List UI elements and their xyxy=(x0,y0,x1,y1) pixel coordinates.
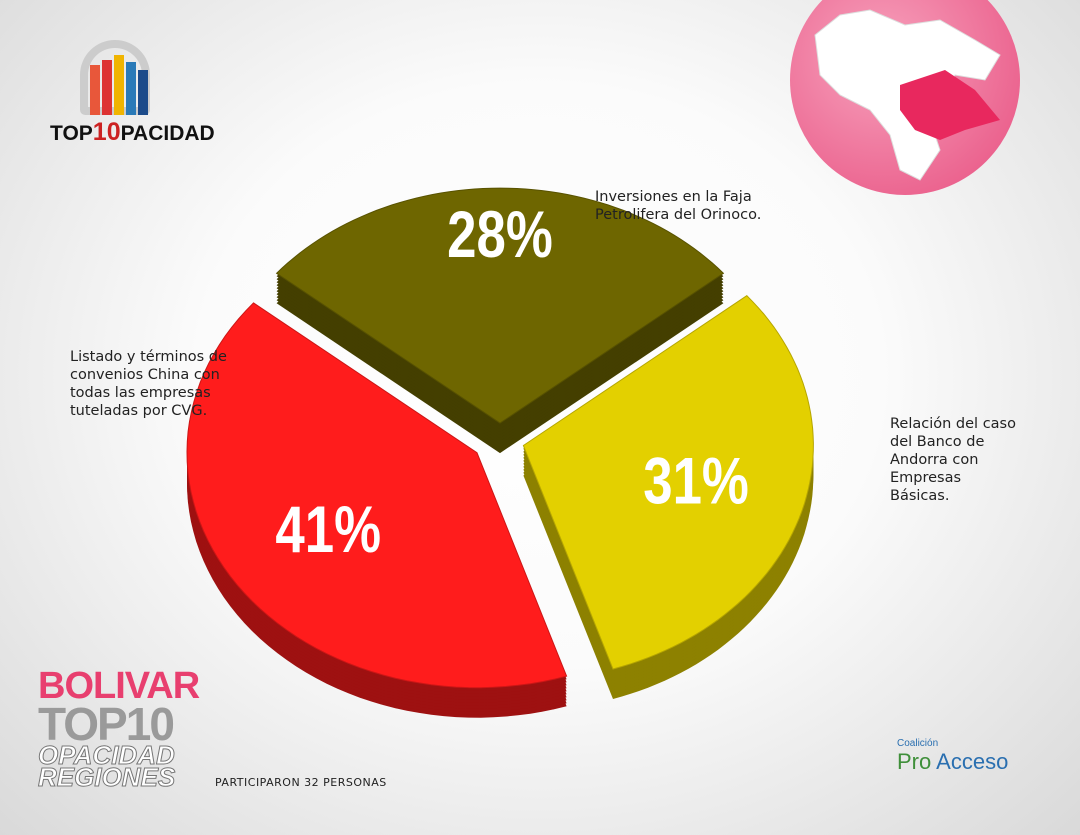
map-region xyxy=(900,70,1000,140)
region-top: TOP10 xyxy=(38,698,175,750)
logo-bar xyxy=(114,55,124,115)
region-name: BOLIVAR xyxy=(38,665,200,707)
region-logo: BOLIVAR TOP10 OPACIDAD REGIONES xyxy=(38,665,208,792)
slice xyxy=(275,187,725,424)
logo-text: PACIDAD xyxy=(120,122,215,145)
logo-bar xyxy=(102,60,112,115)
value-label: 41% xyxy=(275,492,381,566)
category-label: Listado y términos de convenios China co… xyxy=(70,349,227,419)
top-logo: TOP10PACIDAD xyxy=(50,40,215,146)
partner-name: Acceso xyxy=(936,749,1009,774)
value-label: 28% xyxy=(447,198,553,272)
logo-bar xyxy=(90,65,100,115)
region-line: OPACIDAD xyxy=(38,740,176,770)
footnote: PARTICIPARON 32 PERSONAS xyxy=(215,776,387,789)
slice xyxy=(522,295,814,670)
partner-name: Pro xyxy=(897,749,932,774)
logo-text: TOP xyxy=(50,122,93,145)
logo-bar xyxy=(126,62,136,115)
partner-small: Coalición xyxy=(897,738,939,749)
logo-bar xyxy=(138,70,148,115)
region-line: REGIONES xyxy=(38,762,176,792)
logo-text: 10 xyxy=(92,118,121,146)
pie: 41% 28% 31% xyxy=(186,187,814,718)
category-label: Relación del caso del Banco de Andorra c… xyxy=(890,416,1016,504)
value-label: 31% xyxy=(643,444,749,518)
slice xyxy=(186,302,568,689)
partner-logo: Coalición Pro Acceso xyxy=(897,738,1017,775)
category-label: Inversiones en la Faja Petrolifera del O… xyxy=(595,189,762,223)
